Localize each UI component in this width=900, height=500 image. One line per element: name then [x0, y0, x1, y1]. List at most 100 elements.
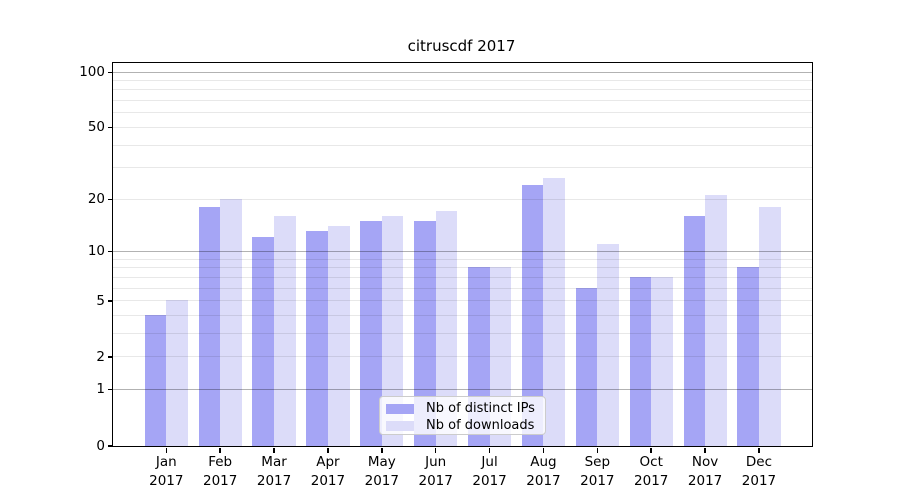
- bar-distinct-ips: [414, 220, 436, 446]
- x-axis-tick: [165, 447, 168, 453]
- x-axis-tick-label-line: 2017: [687, 473, 723, 489]
- x-axis-tick-label-line: 2017: [472, 473, 507, 489]
- bar-downloads: [435, 211, 458, 446]
- x-axis-tick-label: Feb 2017: [188, 453, 252, 491]
- bar-downloads: [758, 206, 781, 446]
- x-axis-tick-label-line: Nov: [691, 454, 719, 470]
- x-axis-tick-label: Jul 2017: [458, 453, 522, 491]
- legend-row-downloads: Nb of downloads: [386, 417, 545, 434]
- bar-distinct-ips: [198, 206, 221, 446]
- y-axis-tick: [108, 71, 113, 74]
- bar-distinct-ips: [144, 314, 167, 446]
- x-axis-tick: [434, 447, 437, 453]
- x-axis-tick-label-line: Dec: [745, 454, 773, 470]
- gridline-minor: [113, 258, 812, 260]
- x-axis-tick-label-line: 2017: [364, 473, 399, 489]
- x-axis-tick-label: Dec 2017: [727, 453, 791, 491]
- bar-downloads: [597, 243, 619, 446]
- grid-layer: [113, 63, 812, 446]
- x-axis-tick: [596, 447, 599, 453]
- x-axis-tick-label: May 2017: [350, 453, 414, 491]
- y-axis-tick: [108, 388, 113, 391]
- plot-area: 0 1 2 5 10 20 50 100 Jan 2017 Feb 2017 Mar 2017 Apr 201…: [79, 62, 813, 489]
- x-axis-tick-label: Jun 2017: [404, 453, 468, 491]
- y-axis-tick-label: 100: [79, 64, 105, 81]
- y-axis-tick-label: 2: [96, 348, 105, 365]
- chart-title: citruscdf 2017: [407, 37, 516, 55]
- x-axis-tick: [327, 447, 329, 453]
- bar-downloads: [327, 225, 350, 446]
- gridline-minor: [113, 167, 812, 169]
- x-axis-tick-label-line: Aug: [530, 454, 557, 470]
- gridline-minor: [113, 267, 812, 269]
- x-axis-tick-label-line: Apr: [316, 454, 340, 470]
- x-axis-tick-label-line: Feb: [208, 454, 233, 470]
- x-axis-tick-label-line: Mar: [261, 454, 287, 470]
- bar-distinct-ips: [306, 231, 328, 446]
- y-axis-tick: [108, 300, 113, 302]
- bar-distinct-ips: [683, 215, 706, 446]
- x-axis-tick-label: Apr 2017: [296, 453, 360, 491]
- legend-label-distinct-ips: Nb of distinct IPs: [426, 401, 535, 416]
- x-axis-tick-label-line: Oct: [639, 454, 663, 470]
- bar-downloads: [220, 198, 242, 446]
- x-axis-tick-label: Sep 2017: [565, 453, 629, 491]
- x-axis-tick: [650, 447, 652, 453]
- x-axis-tick-label-line: 2017: [526, 473, 561, 489]
- gridline-major: [113, 250, 812, 252]
- x-axis-tick-label-line: May: [367, 454, 396, 470]
- x-axis-tick-label-line: 2017: [310, 473, 346, 489]
- y-axis-tick: [108, 198, 113, 201]
- x-axis-tick-label-line: 2017: [149, 473, 184, 489]
- x-axis-tick-label: Mar 2017: [242, 453, 306, 491]
- x-axis-tick-label: Jan 2017: [134, 453, 198, 491]
- bar-downloads: [274, 215, 296, 446]
- gridline-minor: [113, 198, 812, 200]
- bar-distinct-ips: [629, 276, 652, 446]
- x-axis-tick: [704, 447, 706, 453]
- x-axis-tick-label-line: 2017: [634, 473, 669, 489]
- bar-distinct-ips: [360, 220, 382, 446]
- y-axis-tick: [108, 126, 113, 129]
- bar-downloads: [543, 178, 566, 446]
- bar-downloads: [651, 276, 673, 446]
- y-axis-tick: [108, 356, 113, 358]
- bar-distinct-ips: [575, 287, 598, 446]
- gridline-minor: [113, 112, 812, 114]
- bar-downloads: [166, 300, 188, 446]
- gridline-minor: [113, 300, 812, 302]
- bar-distinct-ips: [521, 184, 544, 446]
- x-axis-tick: [381, 447, 383, 453]
- gridline-minor: [113, 144, 812, 146]
- x-axis-tick-label: Nov 2017: [673, 453, 737, 491]
- x-axis-tick-label-line: Jun: [425, 454, 447, 470]
- y-axis-tick-label: 5: [96, 292, 105, 309]
- legend-row-distinct-ips: Nb of distinct IPs: [386, 400, 545, 417]
- x-axis-tick-label: Oct 2017: [619, 453, 683, 491]
- gridline-minor: [113, 100, 812, 102]
- x-axis-tick: [542, 447, 545, 453]
- y-axis-tick-label: 0: [96, 437, 105, 454]
- gridline-minor: [113, 80, 812, 82]
- legend-swatch-distinct-ips: [386, 403, 414, 414]
- axis-layer: 0 1 2 5 10 20 50 100 Jan 2017 Feb 2017 Mar 2017 Apr 201…: [79, 63, 812, 489]
- bar-downloads: [381, 215, 404, 446]
- x-axis-tick-label-line: 2017: [202, 473, 238, 489]
- bar-distinct-ips: [737, 267, 759, 446]
- x-axis-tick-label-line: 2017: [741, 473, 777, 489]
- bar-distinct-ips: [252, 237, 275, 446]
- x-axis-tick-label-line: 2017: [418, 473, 453, 489]
- gridline-minor: [113, 314, 812, 316]
- gridline-minor: [113, 126, 812, 128]
- x-axis-tick-label-line: 2017: [256, 473, 292, 489]
- x-axis-tick-label-line: Sep: [584, 454, 611, 470]
- bar-downloads: [705, 194, 727, 446]
- x-axis-tick-label: Aug 2017: [511, 453, 575, 491]
- gridline-minor: [113, 332, 812, 334]
- legend-swatch-downloads: [386, 420, 414, 431]
- x-axis-tick-label-line: 2017: [580, 473, 615, 489]
- y-axis-tick-label: 20: [87, 191, 105, 208]
- y-axis-tick-label: 10: [87, 243, 105, 260]
- legend-label-downloads: Nb of downloads: [426, 418, 535, 433]
